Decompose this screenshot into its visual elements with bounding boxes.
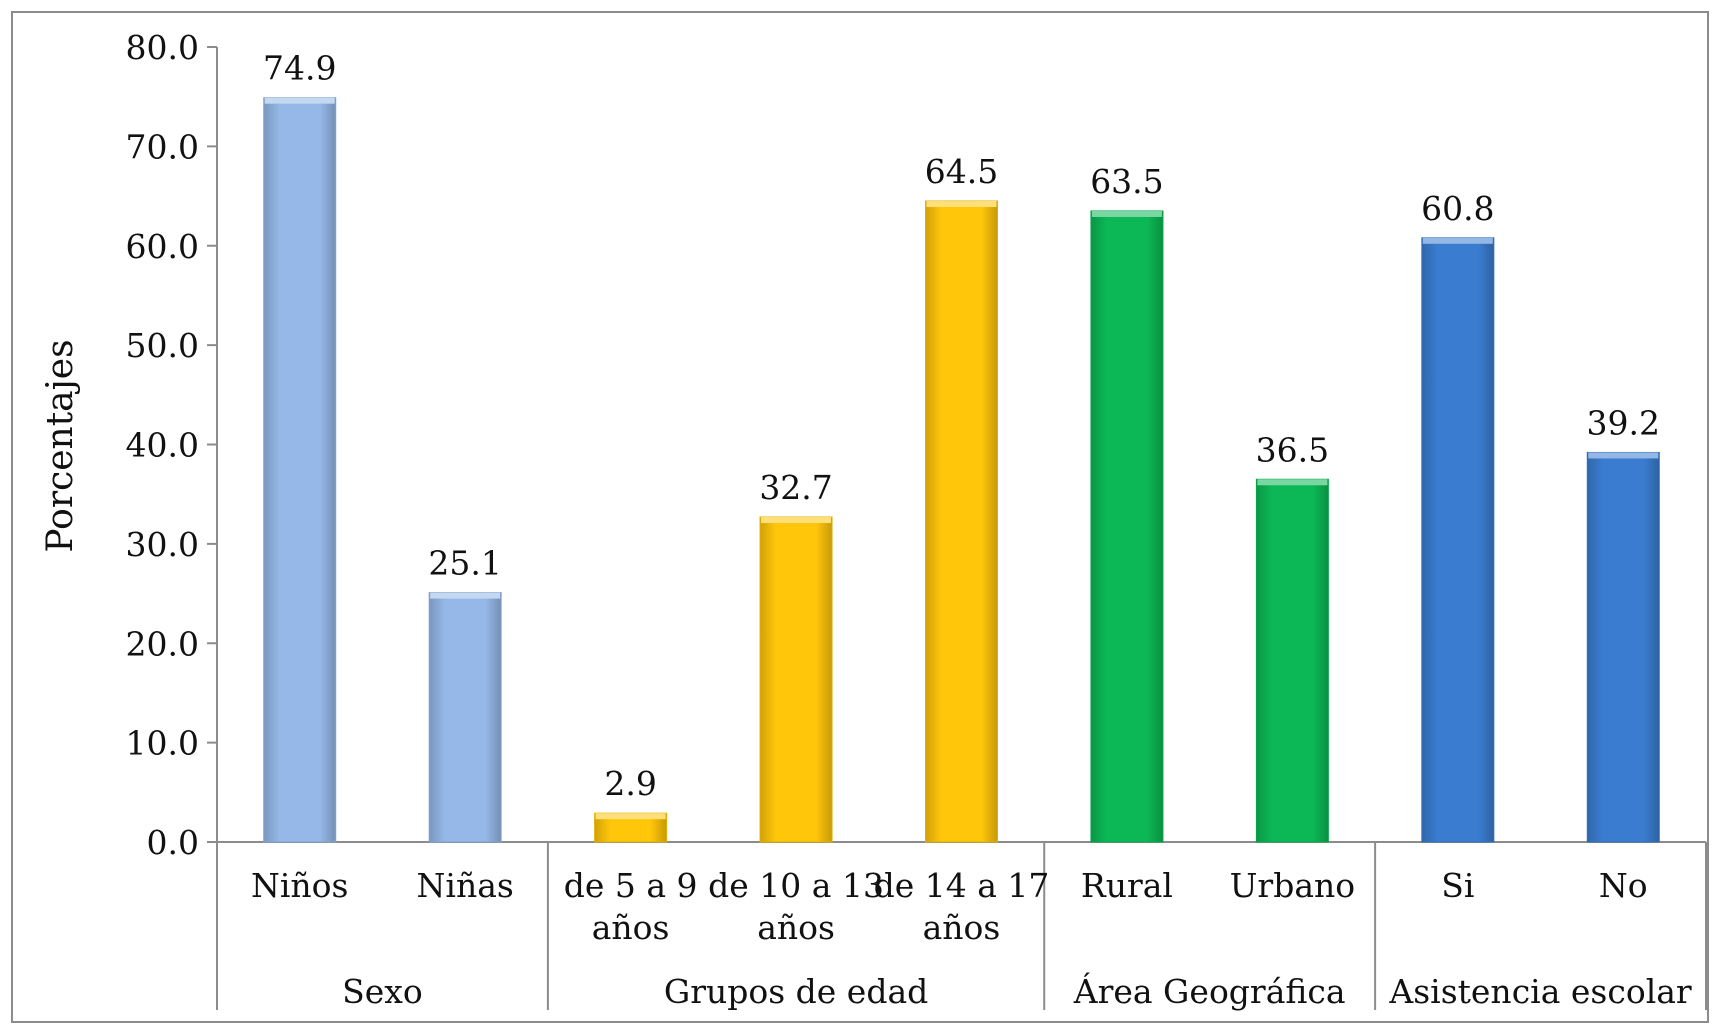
bar-highlight — [1422, 237, 1493, 244]
y-tick-label: 80.0 — [126, 28, 199, 67]
y-axis-title: Porcentajes — [40, 339, 81, 552]
bar — [759, 516, 833, 843]
y-tick-label: 60.0 — [126, 227, 199, 266]
chart-border — [11, 11, 1709, 1023]
bar — [263, 97, 337, 843]
bar-highlight — [1257, 479, 1328, 486]
value-label: 60.8 — [1421, 189, 1494, 228]
category-label: No — [1599, 866, 1648, 905]
y-tick-label: 70.0 — [126, 127, 199, 166]
y-tick-label: 10.0 — [126, 724, 199, 763]
value-label: 63.5 — [1090, 162, 1163, 201]
bar — [428, 592, 502, 843]
group-label: Grupos de edad — [664, 972, 928, 1011]
bar — [1586, 451, 1660, 843]
bar — [1090, 210, 1164, 843]
value-label: 39.2 — [1587, 403, 1660, 442]
bar-highlight — [595, 813, 666, 820]
bar-highlight — [1091, 210, 1162, 217]
category-label: de 10 a 13 años — [708, 866, 884, 947]
category-label: Niños — [251, 866, 349, 905]
bar-highlight — [761, 517, 832, 524]
category-label: Niñas — [417, 866, 514, 905]
value-label: 32.7 — [759, 468, 832, 507]
y-tick-label: 0.0 — [147, 823, 199, 862]
category-label: Urbano — [1230, 866, 1356, 905]
labels: 0.0 10.0 20.0 30.0 40.0 50.0 60.0 70.0 80.0 74.9 N… — [126, 28, 1692, 1011]
bar-highlight — [264, 97, 335, 104]
group-label: Sexo — [342, 972, 423, 1011]
value-label: 64.5 — [925, 152, 998, 191]
bar — [1421, 237, 1495, 843]
bar-highlight — [430, 592, 501, 599]
value-label: 2.9 — [604, 764, 656, 803]
group-label: Área Geográfica — [1073, 971, 1346, 1011]
y-tick-label: 50.0 — [126, 326, 199, 365]
category-label: de 5 a 9 años — [564, 866, 698, 947]
bars — [263, 97, 1660, 843]
y-tick-label: 30.0 — [126, 525, 199, 564]
y-tick-label: 40.0 — [126, 426, 199, 465]
bar-highlight — [926, 201, 997, 208]
value-label: 36.5 — [1256, 430, 1329, 469]
value-label: 74.9 — [263, 49, 336, 88]
bar — [1255, 478, 1329, 843]
y-tick-label: 20.0 — [126, 624, 199, 663]
bar-highlight — [1588, 452, 1659, 459]
category-label: de 14 a 17 años — [874, 866, 1050, 947]
group-label: Asistencia escolar — [1388, 972, 1692, 1011]
value-label: 25.1 — [428, 544, 501, 583]
bar — [925, 200, 998, 843]
category-label: Si — [1441, 866, 1474, 905]
category-label: Rural — [1081, 866, 1173, 905]
